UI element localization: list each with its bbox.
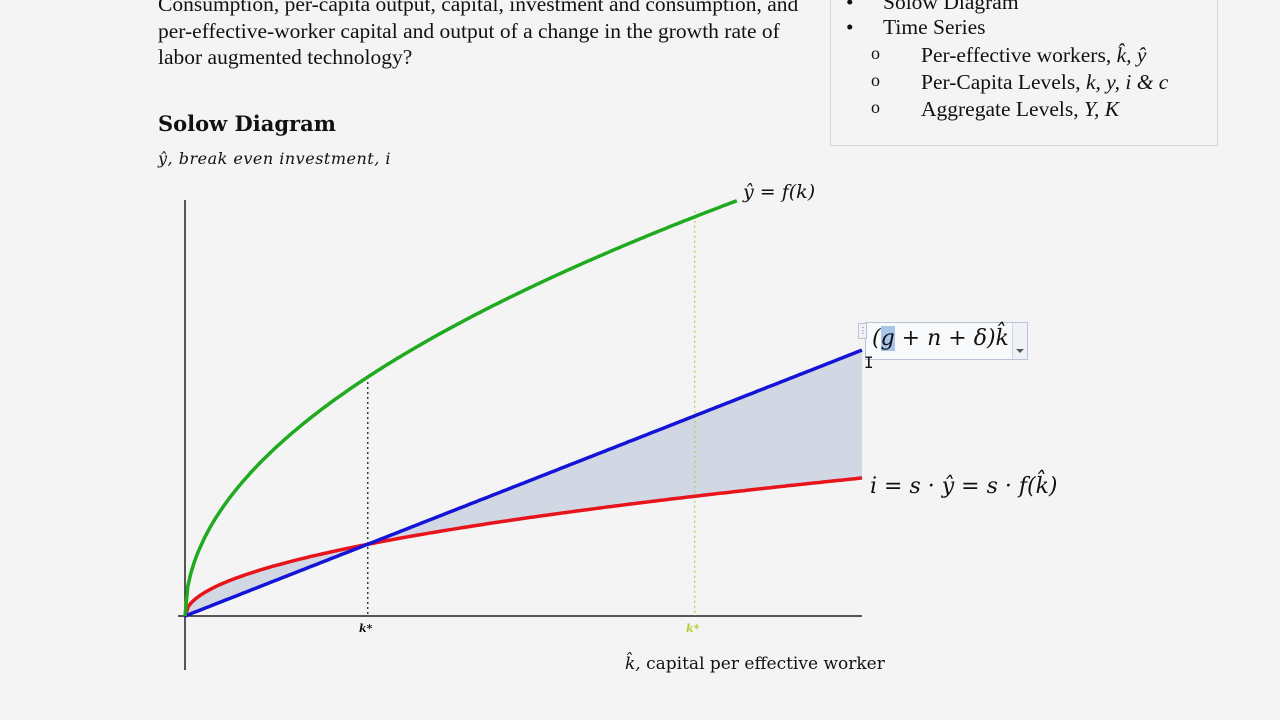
investment-curve	[183, 476, 863, 617]
outline-subitem-label: Per-effective workers,	[921, 43, 1117, 67]
bullet: o	[871, 70, 880, 90]
k-star-tick-label: k*	[359, 622, 373, 635]
bullet: o	[871, 43, 880, 63]
k-star-new-tick-label: k*	[686, 622, 700, 635]
break-even-line-label[interactable]: (g + n + δ)k̂	[872, 326, 1009, 351]
shaded-region	[185, 350, 862, 616]
y-axis-label: ŷ, break even investment, i	[158, 149, 391, 168]
bullet: •	[846, 15, 854, 39]
bullet: o	[871, 97, 880, 117]
outline-item-label: Time Series	[883, 15, 986, 39]
section-heading: Solow Diagram	[158, 111, 336, 136]
x-axis-label: k̂, capital per effective worker	[625, 654, 885, 674]
equation-editor[interactable]: ⋮ (g + n + δ)k̂	[858, 322, 1028, 360]
investment-curve-label: i = s · ŷ = s · f(k̂)	[870, 474, 1058, 499]
text-cursor-icon: I	[864, 353, 874, 372]
outline-item-label: Solow Diagram	[883, 0, 1019, 14]
selected-text[interactable]: g	[880, 326, 895, 351]
outline-box: • Solow Diagram • Time Series o Per-effe…	[830, 0, 1218, 146]
question-paragraph: Consumption, per-capita output, capital,…	[158, 0, 799, 69]
outline-subitem-label: Per-Capita Levels,	[921, 70, 1086, 94]
bullet: •	[846, 0, 854, 14]
outline-subitem-math: Y, K	[1083, 97, 1120, 121]
production-curve-label: ŷ = f(k)	[743, 181, 816, 203]
equation-grip-handle[interactable]: ⋮	[858, 323, 867, 339]
production-curve	[183, 199, 738, 617]
equation-options-dropdown[interactable]	[1012, 323, 1027, 359]
break-even-line	[184, 348, 863, 618]
outline-subitem-math: k, y, i & c	[1085, 70, 1169, 94]
outline-subitem-math: k̂, ŷ	[1116, 43, 1147, 67]
outline-subitem-label: Aggregate Levels,	[921, 97, 1084, 121]
